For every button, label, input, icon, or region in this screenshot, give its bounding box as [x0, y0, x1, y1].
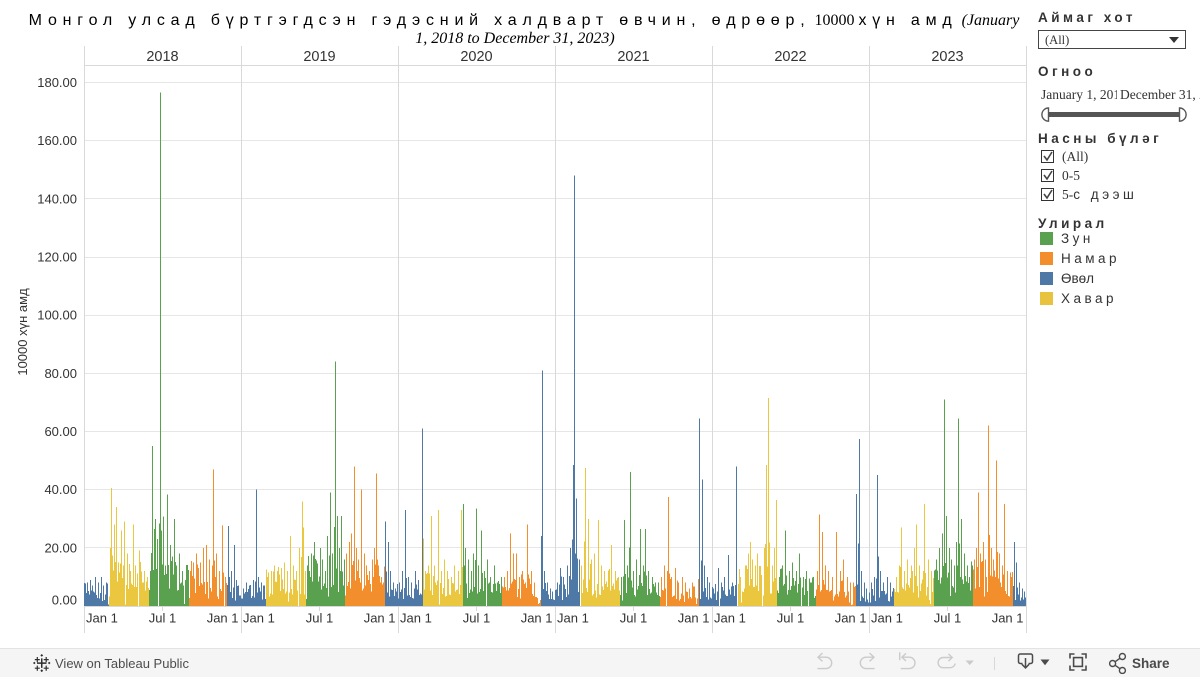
svg-text:60.00: 60.00	[44, 424, 77, 439]
svg-text:2019: 2019	[303, 49, 335, 65]
svg-text:100.00: 100.00	[37, 308, 77, 323]
svg-text:Jul 1: Jul 1	[463, 611, 490, 626]
svg-text:Jan 1: Jan 1	[364, 611, 396, 626]
svg-text:2021: 2021	[617, 49, 649, 65]
svg-text:10000 хүн амд: 10000 хүн амд	[15, 288, 30, 376]
svg-text:2018: 2018	[146, 49, 178, 65]
svg-text:180.00: 180.00	[37, 75, 77, 90]
svg-text:Jan 1: Jan 1	[243, 611, 275, 626]
svg-text:20.00: 20.00	[44, 540, 77, 555]
svg-text:Jul 1: Jul 1	[306, 611, 333, 626]
svg-text:Jul 1: Jul 1	[149, 611, 176, 626]
svg-text:2022: 2022	[774, 49, 806, 65]
svg-text:Jan 1: Jan 1	[992, 611, 1024, 626]
svg-text:Jan 1: Jan 1	[86, 611, 118, 626]
svg-text:2023: 2023	[931, 49, 963, 65]
svg-text:Jan 1: Jan 1	[714, 611, 746, 626]
svg-text:Jul 1: Jul 1	[777, 611, 804, 626]
svg-text:0.00: 0.00	[52, 593, 77, 608]
svg-text:Jul 1: Jul 1	[620, 611, 647, 626]
svg-text:Jan 1: Jan 1	[521, 611, 553, 626]
svg-text:40.00: 40.00	[44, 482, 77, 497]
svg-text:Jan 1: Jan 1	[207, 611, 239, 626]
svg-text:Jan 1: Jan 1	[400, 611, 432, 626]
svg-text:2020: 2020	[460, 49, 492, 65]
svg-text:80.00: 80.00	[44, 366, 77, 381]
svg-text:Jan 1: Jan 1	[557, 611, 589, 626]
svg-text:140.00: 140.00	[37, 191, 77, 206]
svg-text:120.00: 120.00	[37, 250, 77, 265]
svg-text:Jan 1: Jan 1	[871, 611, 903, 626]
svg-text:Jan 1: Jan 1	[835, 611, 867, 626]
svg-text:Jul 1: Jul 1	[934, 611, 961, 626]
svg-text:Jan 1: Jan 1	[678, 611, 710, 626]
svg-text:160.00: 160.00	[37, 133, 77, 148]
